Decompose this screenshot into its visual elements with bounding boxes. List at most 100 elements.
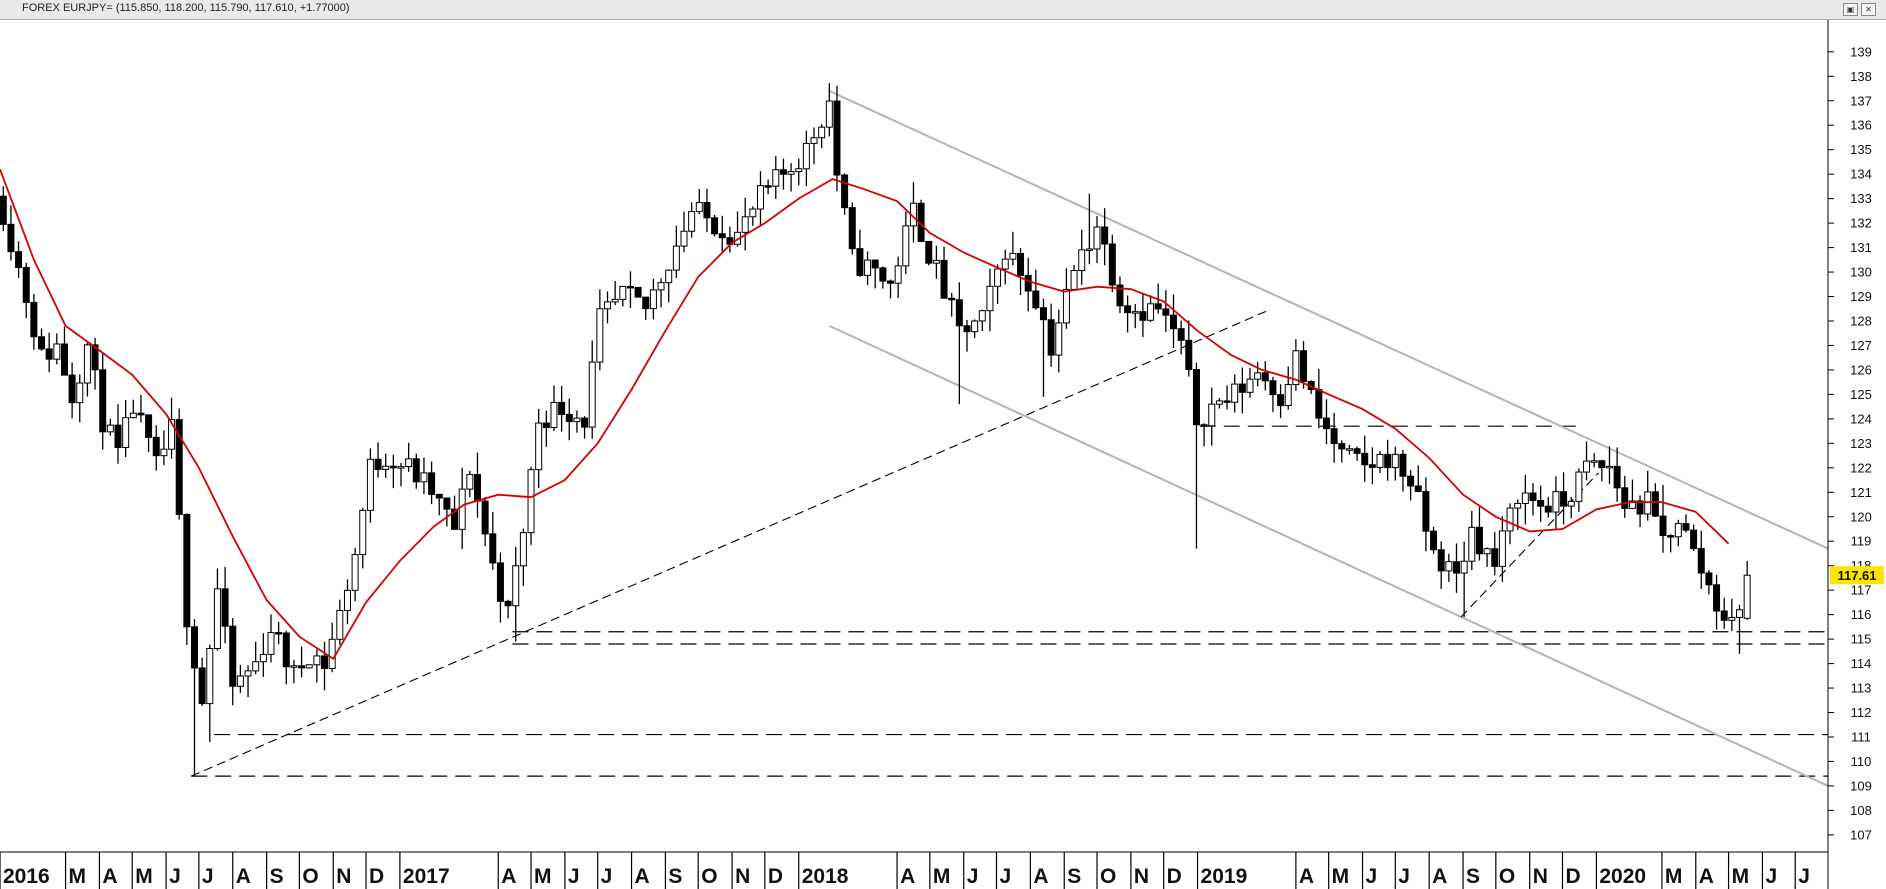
candle-down: [925, 240, 933, 264]
candle-up: [1376, 453, 1384, 468]
last-price-marker: 117.61: [1830, 566, 1884, 585]
candle-up: [611, 298, 619, 303]
candle-down: [1437, 549, 1445, 572]
candle-down: [1613, 465, 1621, 489]
candle-down: [879, 267, 887, 282]
x-tick-label: 2019: [1201, 865, 1248, 888]
candle-up: [971, 320, 979, 333]
candle-down: [1162, 308, 1170, 316]
candle-up: [244, 670, 252, 677]
candle-down: [718, 233, 726, 239]
y-tick-label: 115: [1851, 632, 1872, 647]
candle-up: [1674, 523, 1682, 538]
candle-down: [428, 472, 436, 495]
candle-up: [535, 422, 543, 471]
candle-up: [1070, 270, 1078, 290]
candle-up: [359, 509, 367, 556]
candle-up: [749, 208, 757, 218]
candle-down: [955, 299, 963, 327]
y-tick-label: 117: [1851, 583, 1872, 598]
candle-up: [1735, 609, 1743, 618]
x-tick-label: J: [1398, 865, 1410, 888]
candle-up: [588, 361, 596, 428]
candlesticks: [0, 83, 1751, 777]
candle-down: [1177, 328, 1185, 341]
x-tick-label: J: [601, 865, 613, 888]
candle-down: [221, 588, 229, 627]
candle-down: [581, 417, 589, 428]
x-tick-label: N: [1134, 865, 1149, 888]
y-tick-label: 112: [1851, 705, 1872, 720]
last-price-badge: [1830, 566, 1884, 585]
x-tick-label: D: [768, 865, 783, 888]
candle-down: [1315, 389, 1323, 419]
last-price-label: 117.61: [1837, 568, 1876, 583]
candle-down: [1621, 487, 1629, 509]
y-tick-label: 128: [1850, 313, 1872, 328]
candle-down: [841, 174, 849, 209]
x-tick-label: D: [1167, 865, 1182, 888]
y-tick-label: 122: [1850, 460, 1872, 475]
x-tick-label: A: [1699, 865, 1714, 888]
x-tick-label: N: [1533, 865, 1548, 888]
candle-down: [1430, 530, 1438, 551]
candle-down: [114, 424, 122, 449]
candle-up: [1628, 500, 1636, 509]
candle-down: [1414, 485, 1422, 493]
x-axis: 2016 M A M J J A S O N D 2017 A M J J A S O N D 2018 A M J J A S O N D…: [0, 851, 1828, 889]
candle-up: [1009, 252, 1017, 260]
candle-up: [1131, 311, 1139, 314]
candle-up: [894, 265, 902, 284]
trend-line: [190, 310, 1267, 777]
candle-up: [1391, 453, 1399, 469]
candle-up: [328, 638, 336, 670]
candle-down: [22, 266, 30, 303]
candle-down: [1361, 452, 1369, 466]
candle-up: [83, 344, 91, 384]
y-tick-label: 109: [1850, 778, 1872, 793]
y-axis: 1071081091101111121131141151161171181191…: [1827, 20, 1872, 889]
candle-up: [458, 488, 466, 530]
candle-down: [175, 419, 183, 515]
candle-up: [1345, 448, 1353, 451]
candle-down: [504, 600, 512, 607]
candle-down: [764, 185, 772, 188]
candle-down: [1407, 475, 1415, 487]
x-tick-label: 2020: [1599, 865, 1646, 888]
y-tick-label: 138: [1850, 69, 1872, 84]
candle-down: [15, 251, 23, 268]
candle-up: [1208, 403, 1216, 427]
candle-down: [1032, 290, 1040, 309]
candle-up: [1590, 460, 1598, 463]
candle-down: [1017, 252, 1025, 276]
candle-up: [160, 448, 168, 457]
y-tick-label: 116: [1851, 607, 1872, 622]
close-icon[interactable]: ✕: [1861, 3, 1876, 16]
restore-icon[interactable]: ▣: [1843, 3, 1858, 16]
candle-up: [550, 401, 558, 429]
x-tick-label: S: [668, 865, 682, 888]
y-tick-label: 135: [1850, 142, 1872, 157]
candle-down: [558, 401, 566, 415]
y-tick-label: 129: [1850, 289, 1872, 304]
candle-up: [129, 412, 137, 419]
candle-up: [252, 661, 260, 672]
x-tick-label: J: [999, 865, 1011, 888]
window-titlebar: FOREX EURJPY= (115.850, 118.200, 115.790…: [0, 0, 1886, 20]
candle-up: [206, 647, 214, 705]
candle-down: [7, 223, 15, 253]
candle-down: [1537, 499, 1545, 507]
candle-up: [978, 310, 986, 322]
candle-up: [741, 216, 749, 233]
candle-down: [1223, 400, 1231, 403]
candle-up: [527, 469, 535, 534]
candle-down: [1720, 610, 1728, 621]
candle-down: [1682, 523, 1690, 531]
candle-up: [1506, 507, 1514, 532]
trend-line: [1460, 472, 1599, 618]
candle-up: [573, 417, 581, 423]
y-tick-label: 127: [1850, 338, 1872, 353]
price-chart: 1071081091101111121131141151161171181191…: [0, 20, 1884, 889]
candle-down: [626, 285, 634, 289]
candle-down: [642, 296, 650, 310]
